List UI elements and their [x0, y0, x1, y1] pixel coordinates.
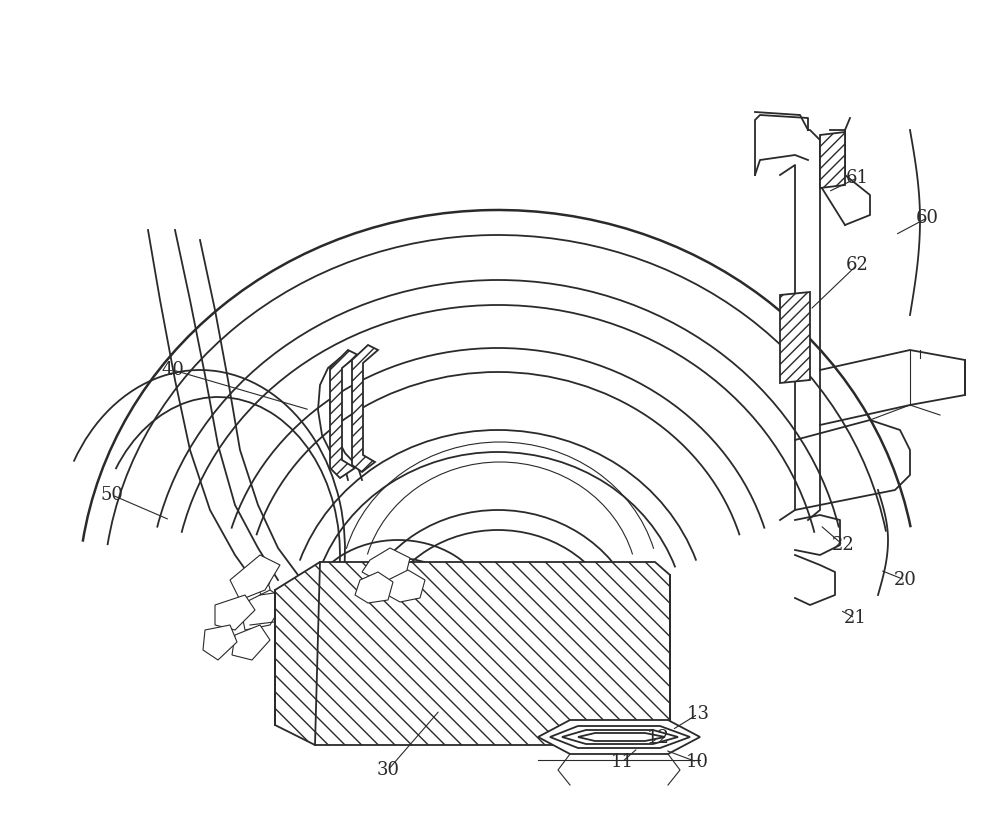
Polygon shape — [820, 132, 845, 188]
Polygon shape — [232, 625, 270, 660]
Polygon shape — [203, 625, 237, 660]
Text: 61: 61 — [846, 169, 868, 187]
Text: 40: 40 — [162, 361, 184, 379]
Text: 50: 50 — [101, 486, 123, 504]
Polygon shape — [215, 595, 255, 630]
Polygon shape — [578, 733, 665, 741]
Text: 10: 10 — [686, 753, 708, 771]
Text: 22: 22 — [832, 536, 854, 554]
Polygon shape — [382, 570, 425, 602]
Text: 60: 60 — [916, 209, 938, 227]
Polygon shape — [362, 548, 410, 582]
Polygon shape — [550, 726, 690, 748]
Text: 12: 12 — [647, 729, 669, 747]
Polygon shape — [538, 720, 700, 754]
Polygon shape — [275, 562, 670, 745]
Polygon shape — [230, 555, 280, 600]
Polygon shape — [780, 292, 810, 383]
Polygon shape — [562, 730, 678, 744]
Text: 21: 21 — [844, 609, 866, 627]
Text: 20: 20 — [894, 571, 916, 589]
Text: 30: 30 — [376, 761, 400, 779]
Polygon shape — [330, 350, 358, 478]
Text: 13: 13 — [686, 705, 710, 723]
Polygon shape — [240, 590, 285, 630]
Polygon shape — [352, 345, 378, 472]
Text: 62: 62 — [846, 256, 868, 274]
Polygon shape — [355, 572, 393, 603]
Text: 11: 11 — [610, 753, 634, 771]
